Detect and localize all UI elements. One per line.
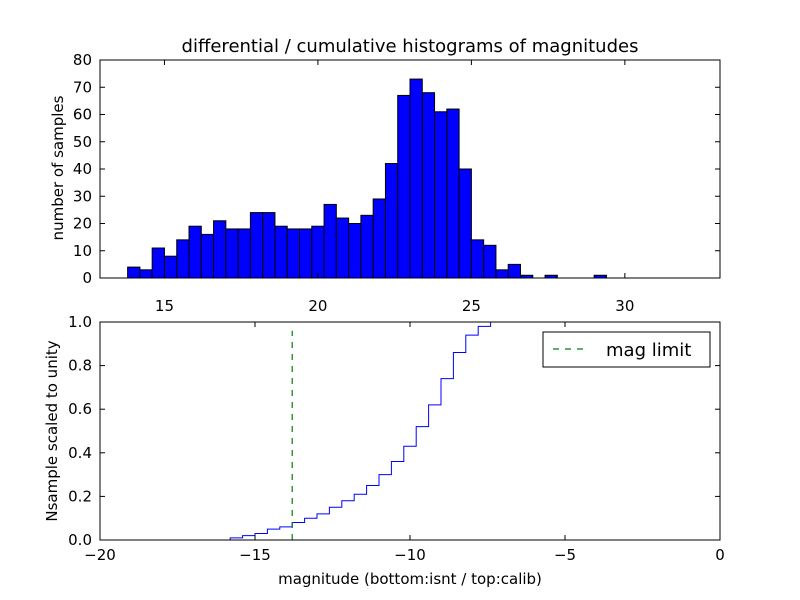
histogram-bar [360,214,374,279]
y-tick-label: 10 [73,242,92,260]
histogram-bar [483,244,497,279]
histogram-bar [151,247,165,279]
y-tick-label: 30 [73,187,92,205]
y-tick-label: 20 [73,215,92,233]
histogram-bar [397,94,411,279]
histogram-bar [188,225,202,279]
cumulative-series [100,321,720,541]
histogram-bar [335,217,350,279]
cumulative-line [100,321,720,541]
x-tick-label: −20 [84,546,116,564]
histogram-bar [163,255,178,279]
histogram-ticks: 15 20 25 30 0 10 20 30 40 50 60 70 80 [73,51,720,315]
cumulative-ticks: −20 −15 −10 −5 0 0.0 0.2 0.4 0.6 0.8 1.0 [68,313,725,564]
y-tick-label: 0.2 [68,487,92,505]
legend-label: mag limit [606,340,691,361]
y-tick-label: 0 [82,269,92,287]
x-tick-label: −15 [239,546,271,564]
histogram-bar [200,233,215,279]
x-tick-label: 20 [308,297,327,315]
histogram-bar [311,225,325,279]
chart-title: differential / cumulative histograms of … [182,36,639,57]
cumulative-axes: Nsample scaled to unity magnitude (botto… [43,313,725,588]
histogram-bar [470,239,485,279]
histogram-bar [139,269,153,279]
histogram-bar [495,269,509,279]
histogram-bar [323,203,337,279]
histogram-bar [446,108,460,279]
x-tick-label: 25 [462,297,481,315]
histogram-frame [99,59,721,279]
histogram-bar [384,163,399,279]
histogram-bar [299,228,313,279]
histogram-axes: differential / cumulative histograms of … [49,36,721,315]
y-tick-label: 50 [73,133,92,151]
histogram-bar [434,111,448,279]
histogram-y-axis-label: number of samples [49,95,67,240]
histogram-bar [213,220,227,279]
x-tick-label: −5 [554,546,576,564]
histogram-bar [237,228,251,279]
legend: mag limit [542,331,711,368]
histogram-bar [458,168,472,279]
x-tick-label: 15 [155,297,174,315]
histogram-bar [274,225,288,279]
histogram-bar [127,266,141,279]
histogram-bar [249,212,264,279]
histogram-bar [176,239,190,279]
histogram-bars [127,78,607,279]
y-tick-label: 0.4 [68,444,92,462]
y-tick-label: 0.6 [68,400,92,418]
cumulative-y-axis-label: Nsample scaled to unity [43,340,61,521]
cumulative-x-axis-label: magnitude (bottom:isnt / top:calib) [278,570,542,588]
histogram-bar [348,223,362,279]
histogram-bar [507,263,521,279]
x-tick-label: 30 [615,297,634,315]
histogram-bar [286,228,301,279]
histogram-bar [421,92,436,279]
x-tick-label: 0 [715,546,725,564]
y-tick-label: 80 [73,51,92,69]
histogram-bar [225,228,239,279]
y-tick-label: 70 [73,78,92,96]
y-tick-label: 60 [73,106,92,124]
histogram-bar [409,78,423,279]
histogram-bar [372,198,386,279]
x-tick-label: −10 [394,546,426,564]
y-tick-label: 1.0 [68,313,92,331]
histogram-bar [262,212,276,279]
cumulative-frame [99,321,721,541]
y-tick-label: 0.8 [68,357,92,375]
y-tick-label: 0.0 [68,531,92,549]
y-tick-label: 40 [73,160,92,178]
